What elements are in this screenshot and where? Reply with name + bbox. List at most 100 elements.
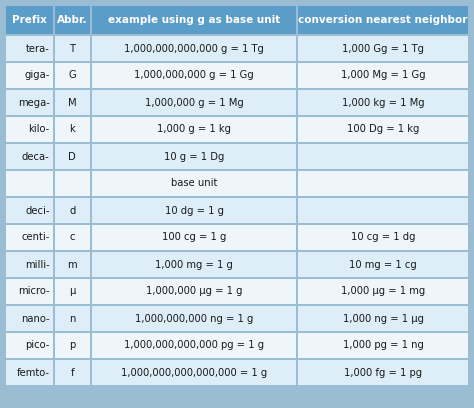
Bar <box>55 6 90 34</box>
Text: pico-: pico- <box>25 341 50 350</box>
Bar <box>298 36 468 61</box>
Text: m: m <box>67 259 77 270</box>
Bar <box>92 144 296 169</box>
Bar <box>55 333 90 358</box>
Bar <box>6 252 53 277</box>
Text: T: T <box>69 44 75 53</box>
Bar <box>6 225 53 250</box>
Text: 10 cg = 1 dg: 10 cg = 1 dg <box>351 233 415 242</box>
Bar <box>92 198 296 223</box>
Text: Abbr.: Abbr. <box>57 15 88 25</box>
Text: d: d <box>69 206 75 215</box>
Text: micro-: micro- <box>18 286 50 297</box>
Bar <box>92 6 296 34</box>
Bar <box>6 117 53 142</box>
Bar <box>298 198 468 223</box>
Bar <box>6 306 53 331</box>
Bar <box>6 360 53 385</box>
Text: 1,000,000 g = 1 Mg: 1,000,000 g = 1 Mg <box>145 98 244 107</box>
Bar <box>6 90 53 115</box>
Text: M: M <box>68 98 77 107</box>
Text: 1,000 ng = 1 μg: 1,000 ng = 1 μg <box>343 313 424 324</box>
Bar <box>92 279 296 304</box>
Bar <box>298 63 468 88</box>
Bar <box>55 225 90 250</box>
Text: G: G <box>68 71 76 80</box>
Bar <box>298 117 468 142</box>
Bar <box>92 117 296 142</box>
Text: 1,000,000,000,000 pg = 1 g: 1,000,000,000,000 pg = 1 g <box>124 341 264 350</box>
Text: mega-: mega- <box>18 98 50 107</box>
Text: 1,000 Mg = 1 Gg: 1,000 Mg = 1 Gg <box>341 71 426 80</box>
Bar <box>298 6 468 34</box>
Text: 10 g = 1 Dg: 10 g = 1 Dg <box>164 151 224 162</box>
Bar <box>92 63 296 88</box>
Text: 100 cg = 1 g: 100 cg = 1 g <box>162 233 226 242</box>
Bar <box>92 252 296 277</box>
Bar <box>55 144 90 169</box>
Bar <box>55 252 90 277</box>
Text: 1,000 pg = 1 ng: 1,000 pg = 1 ng <box>343 341 424 350</box>
Bar <box>6 144 53 169</box>
Text: 100 Dg = 1 kg: 100 Dg = 1 kg <box>347 124 419 135</box>
Bar <box>92 225 296 250</box>
Bar <box>55 306 90 331</box>
Text: deci-: deci- <box>25 206 50 215</box>
Text: c: c <box>70 233 75 242</box>
Text: conversion nearest neighbor: conversion nearest neighbor <box>299 15 468 25</box>
Text: giga-: giga- <box>24 71 50 80</box>
Bar <box>6 63 53 88</box>
Text: 1,000,000,000 g = 1 Gg: 1,000,000,000 g = 1 Gg <box>134 71 254 80</box>
Bar <box>6 279 53 304</box>
Text: μ: μ <box>69 286 75 297</box>
Bar <box>298 225 468 250</box>
Text: 1,000,000 μg = 1 g: 1,000,000 μg = 1 g <box>146 286 242 297</box>
Bar <box>298 306 468 331</box>
Bar <box>6 6 53 34</box>
Bar <box>298 279 468 304</box>
Bar <box>92 333 296 358</box>
Text: k: k <box>69 124 75 135</box>
Bar <box>55 171 90 196</box>
Text: base unit: base unit <box>171 179 217 188</box>
Bar <box>55 360 90 385</box>
Text: Prefix: Prefix <box>12 15 47 25</box>
Bar <box>6 36 53 61</box>
Text: kilo-: kilo- <box>28 124 50 135</box>
Bar <box>6 198 53 223</box>
Bar <box>6 333 53 358</box>
Bar <box>298 333 468 358</box>
Text: 1,000 fg = 1 pg: 1,000 fg = 1 pg <box>344 368 422 377</box>
Text: 1,000 mg = 1 g: 1,000 mg = 1 g <box>155 259 233 270</box>
Bar <box>92 171 296 196</box>
Bar <box>298 90 468 115</box>
Text: femto-: femto- <box>17 368 50 377</box>
Bar <box>298 252 468 277</box>
Text: deca-: deca- <box>22 151 50 162</box>
Text: 1,000 kg = 1 Mg: 1,000 kg = 1 Mg <box>342 98 425 107</box>
Bar <box>92 306 296 331</box>
Text: p: p <box>69 341 75 350</box>
Bar <box>92 36 296 61</box>
Text: 1,000 μg = 1 mg: 1,000 μg = 1 mg <box>341 286 425 297</box>
Bar <box>55 117 90 142</box>
Bar <box>298 144 468 169</box>
Bar <box>55 36 90 61</box>
Text: nano-: nano- <box>21 313 50 324</box>
Bar <box>92 360 296 385</box>
Text: centi-: centi- <box>21 233 50 242</box>
Text: D: D <box>68 151 76 162</box>
Bar <box>298 171 468 196</box>
Bar <box>298 360 468 385</box>
Text: 1,000 Gg = 1 Tg: 1,000 Gg = 1 Tg <box>342 44 424 53</box>
Bar <box>55 198 90 223</box>
Bar <box>55 90 90 115</box>
Text: 1,000,000,000,000 g = 1 Tg: 1,000,000,000,000 g = 1 Tg <box>124 44 264 53</box>
Text: 10 dg = 1 g: 10 dg = 1 g <box>164 206 224 215</box>
Text: milli-: milli- <box>25 259 50 270</box>
Text: 1,000 g = 1 kg: 1,000 g = 1 kg <box>157 124 231 135</box>
Bar <box>55 63 90 88</box>
Text: f: f <box>71 368 74 377</box>
Bar <box>6 171 53 196</box>
Text: 1,000,000,000 ng = 1 g: 1,000,000,000 ng = 1 g <box>135 313 253 324</box>
